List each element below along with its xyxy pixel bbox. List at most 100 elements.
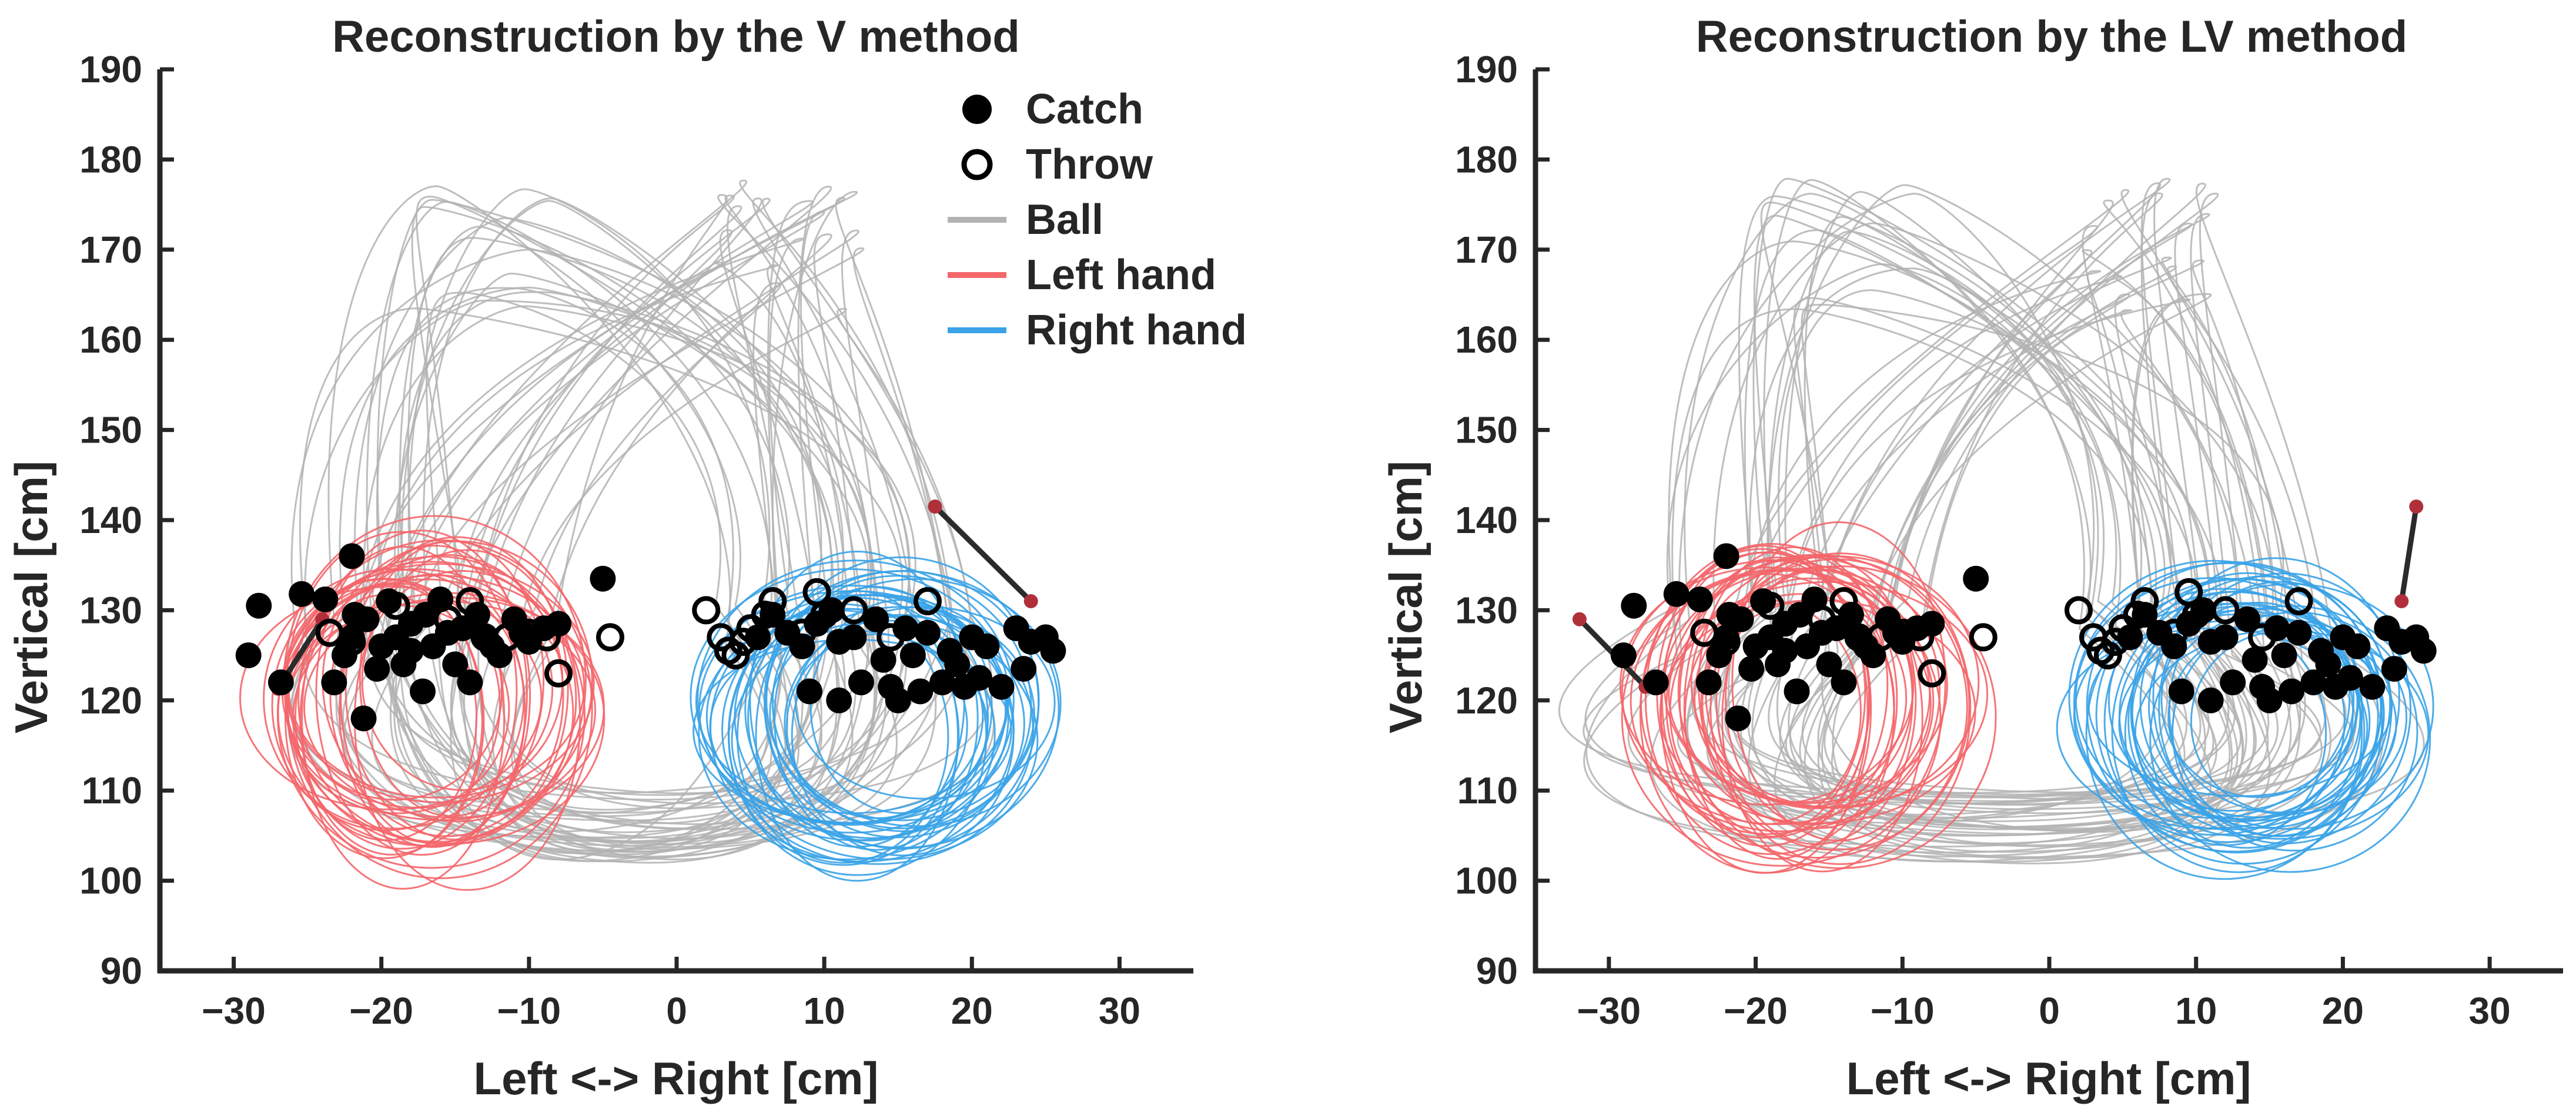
y-axis-label: Vertical [cm] <box>1380 461 1431 733</box>
y-tick-label: 170 <box>79 229 142 271</box>
connector-end-marker <box>928 499 942 514</box>
right-hand-loop-line <box>2139 575 2391 829</box>
right-hand-loop-line <box>2158 572 2412 844</box>
catch-point <box>590 565 616 592</box>
connector-end-marker <box>2394 594 2409 609</box>
catch-point <box>2279 678 2305 705</box>
right-hand-loop-line <box>2111 591 2366 873</box>
catch-point <box>2168 678 2194 705</box>
y-tick-label: 140 <box>1455 499 1518 541</box>
catch-point <box>2344 633 2371 659</box>
left-hand-loop-line <box>1644 543 1898 855</box>
right-hand-loop-line <box>2056 627 2368 829</box>
x-tick-label: −10 <box>497 990 561 1032</box>
catch-point <box>2161 633 2187 659</box>
legend-catch-label: Catch <box>1026 86 1143 133</box>
y-tick-label: 110 <box>82 769 142 812</box>
x-tick-label: 10 <box>804 990 845 1032</box>
ball-trajectory-line <box>371 264 870 815</box>
catch-point <box>1852 633 1879 659</box>
catch-point <box>1725 705 1751 732</box>
catch-point <box>988 673 1015 700</box>
throw-point <box>2064 596 2093 625</box>
catch-point <box>944 651 971 678</box>
y-tick-label: 90 <box>1476 950 1518 992</box>
catch-point <box>1040 638 1066 664</box>
catch-point <box>899 642 926 669</box>
chart-title: Reconstruction by the LV method <box>1696 12 2407 62</box>
right-hand-loop-line <box>2103 578 2383 865</box>
catch-point <box>973 633 1000 659</box>
y-tick-label: 110 <box>1457 769 1518 812</box>
catch-point <box>1738 656 1765 682</box>
catch-point <box>546 611 572 637</box>
left-hand-loop-line <box>361 570 564 791</box>
panel-v-method: Reconstruction by the V method Left <-> … <box>5 12 1247 1104</box>
catch-point <box>413 602 439 628</box>
catch-point <box>2410 638 2437 664</box>
connector-end-marker <box>2409 499 2424 514</box>
x-tick-label: 0 <box>666 990 687 1032</box>
catch-point <box>267 669 294 696</box>
catch-point <box>2264 615 2290 642</box>
connector-end-marker <box>1023 594 1038 609</box>
catch-point <box>1687 586 1713 612</box>
y-tick-label: 180 <box>1455 138 1518 180</box>
left-hand-loop-line <box>303 596 605 819</box>
legend-right-hand-label: Right hand <box>1026 307 1247 354</box>
ball-trajectory-line <box>477 229 817 851</box>
left-hand-loop-line <box>301 545 506 890</box>
ball-trajectory-line <box>1747 299 2191 816</box>
left-hand-loop-line <box>1619 567 1915 806</box>
catch-point <box>434 619 461 646</box>
catch-point <box>966 665 992 691</box>
catch-point <box>826 687 852 713</box>
throw-point <box>1918 659 1946 688</box>
catch-point <box>2212 624 2239 651</box>
y-tick-label: 90 <box>101 950 142 992</box>
catch-point <box>376 588 402 615</box>
catch-point <box>289 581 315 607</box>
axes <box>157 67 1193 974</box>
y-tick-label: 150 <box>1455 409 1518 451</box>
ball-trajectory-line <box>363 305 916 795</box>
right-hand-loop-line <box>2085 588 2363 880</box>
right-hand-loop-line <box>2131 608 2385 819</box>
catch-point <box>342 602 368 628</box>
catch-point <box>1784 678 1810 705</box>
catch-point <box>1713 543 1739 569</box>
ball-trajectory-line <box>437 229 889 853</box>
right-hand-loop-line <box>698 608 996 860</box>
right-hand-loop-line <box>755 590 959 882</box>
ball-trajectory-line <box>299 307 904 801</box>
right-hand-loop-line <box>2068 559 2360 836</box>
x-tick-label: −20 <box>1724 990 1788 1032</box>
throw-point <box>1969 623 1998 652</box>
ball-trajectory-line <box>394 200 838 864</box>
catch-point <box>907 678 934 705</box>
catch-point <box>2300 669 2327 696</box>
catch-point <box>410 678 436 705</box>
catch-point <box>364 656 390 682</box>
y-tick-label: 150 <box>79 409 142 451</box>
ball-trajectory-line <box>389 188 788 856</box>
catch-point <box>479 633 506 659</box>
catch-point <box>2220 669 2246 696</box>
y-tick-label: 170 <box>1455 229 1518 271</box>
connector-line <box>933 504 1033 604</box>
left-hand-loop-line <box>1683 557 1872 860</box>
x-tick-label: −30 <box>1577 990 1641 1032</box>
catch-point <box>1919 611 1945 637</box>
catch-point <box>235 642 262 669</box>
catch-point <box>1716 602 1742 628</box>
catch-point <box>1750 588 1777 615</box>
catch-point <box>2234 606 2261 632</box>
ball-trajectory-line <box>1627 267 2217 822</box>
y-tick-label: 190 <box>79 48 142 91</box>
catch-point <box>1808 619 1835 646</box>
catch-point <box>2315 651 2341 678</box>
y-tick-label: 120 <box>1455 679 1518 722</box>
catch-point <box>2132 602 2158 628</box>
y-tick-label: 100 <box>79 860 142 902</box>
